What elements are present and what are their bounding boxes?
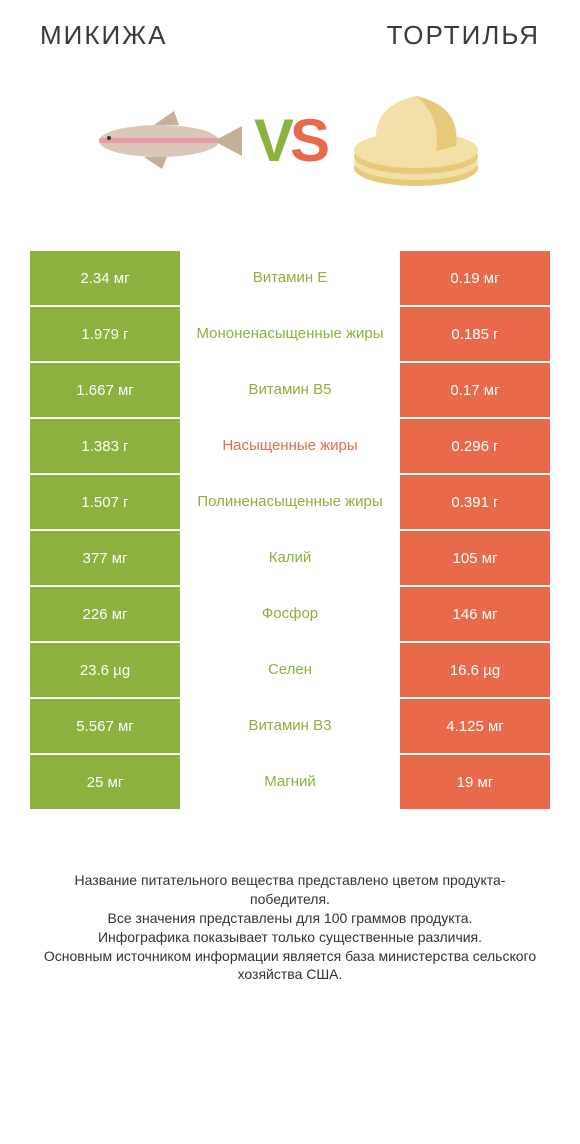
nutrient-label: Полиненасыщенные жиры	[180, 475, 400, 529]
table-row: 377 мгКалий105 мг	[30, 531, 550, 587]
comparison-table: 2.34 мгВитамин E0.19 мг1.979 гМононенасы…	[30, 251, 550, 811]
value-left: 1.383 г	[30, 419, 180, 473]
table-row: 25 мгМагний19 мг	[30, 755, 550, 811]
value-left: 2.34 мг	[30, 251, 180, 305]
value-left: 5.567 мг	[30, 699, 180, 753]
value-left: 1.667 мг	[30, 363, 180, 417]
value-left: 1.979 г	[30, 307, 180, 361]
value-left: 25 мг	[30, 755, 180, 809]
value-left: 226 мг	[30, 587, 180, 641]
value-right: 105 мг	[400, 531, 550, 585]
value-right: 0.185 г	[400, 307, 550, 361]
nutrient-label: Калий	[180, 531, 400, 585]
product-image-right	[336, 81, 496, 201]
nutrient-label: Магний	[180, 755, 400, 809]
tortilla-icon	[341, 86, 491, 196]
value-right: 4.125 мг	[400, 699, 550, 753]
value-right: 0.17 мг	[400, 363, 550, 417]
value-right: 146 мг	[400, 587, 550, 641]
nutrient-label: Витамин B3	[180, 699, 400, 753]
footnote-line: Основным источником информации является …	[40, 947, 540, 985]
nutrient-label: Фосфор	[180, 587, 400, 641]
footnote-line: Инфографика показывает только существенн…	[40, 928, 540, 947]
title-right: ТОРТИЛЬЯ	[387, 20, 540, 51]
table-row: 1.507 гПолиненасыщенные жиры0.391 г	[30, 475, 550, 531]
infographic-container: МИКИЖА ТОРТИЛЬЯ VS	[0, 0, 580, 1004]
table-row: 226 мгФосфор146 мг	[30, 587, 550, 643]
value-left: 377 мг	[30, 531, 180, 585]
header: МИКИЖА ТОРТИЛЬЯ	[30, 20, 550, 51]
vs-label: VS	[254, 111, 326, 171]
value-left: 23.6 µg	[30, 643, 180, 697]
table-row: 1.383 гНасыщенные жиры0.296 г	[30, 419, 550, 475]
value-left: 1.507 г	[30, 475, 180, 529]
title-left: МИКИЖА	[40, 20, 168, 51]
value-right: 19 мг	[400, 755, 550, 809]
nutrient-label: Витамин E	[180, 251, 400, 305]
table-row: 1.667 мгВитамин B50.17 мг	[30, 363, 550, 419]
table-row: 2.34 мгВитамин E0.19 мг	[30, 251, 550, 307]
fish-icon	[84, 106, 244, 176]
vs-v: V	[254, 111, 290, 171]
table-row: 1.979 гМононенасыщенные жиры0.185 г	[30, 307, 550, 363]
value-right: 0.19 мг	[400, 251, 550, 305]
product-image-left	[84, 81, 244, 201]
table-row: 23.6 µgСелен16.6 µg	[30, 643, 550, 699]
value-right: 16.6 µg	[400, 643, 550, 697]
nutrient-label: Селен	[180, 643, 400, 697]
footnote-line: Название питательного вещества представл…	[40, 871, 540, 909]
vs-s: S	[290, 111, 326, 171]
value-right: 0.296 г	[400, 419, 550, 473]
vs-row: VS	[30, 81, 550, 201]
nutrient-label: Витамин B5	[180, 363, 400, 417]
nutrient-label: Мононенасыщенные жиры	[180, 307, 400, 361]
nutrient-label: Насыщенные жиры	[180, 419, 400, 473]
table-row: 5.567 мгВитамин B34.125 мг	[30, 699, 550, 755]
footnote-line: Все значения представлены для 100 граммо…	[40, 909, 540, 928]
footnote: Название питательного вещества представл…	[30, 871, 550, 984]
value-right: 0.391 г	[400, 475, 550, 529]
